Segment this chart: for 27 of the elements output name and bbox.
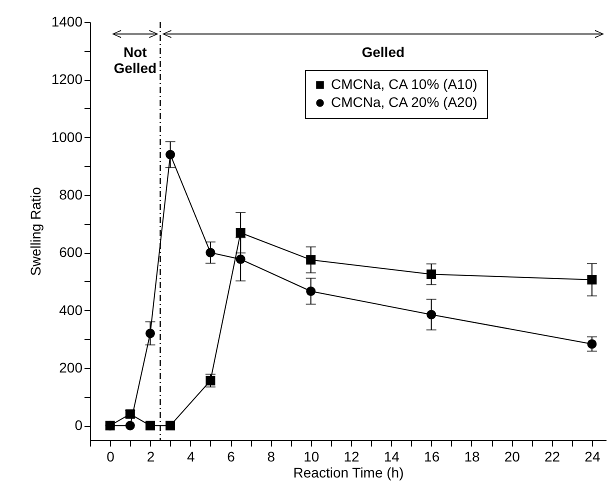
x-tick-label: 6: [227, 448, 236, 464]
x-tick-label: 4: [186, 448, 195, 464]
y-tick-label: 200: [59, 359, 83, 376]
y-tick-label: 800: [59, 186, 83, 202]
x-tick-label: 18: [464, 448, 480, 464]
y-tick-label: 1200: [51, 71, 83, 88]
y-tick-label: 400: [59, 302, 83, 318]
x-tick-label: 22: [544, 448, 560, 464]
x-tick-label: 2: [146, 448, 155, 464]
y-tick-label: 600: [59, 244, 83, 260]
x-tick-label: 0: [106, 448, 115, 464]
annotation: Not Gelled: [114, 44, 157, 76]
annotation: Gelled: [362, 44, 405, 60]
y-tick-label: 1400: [51, 14, 83, 30]
x-tick-label: 20: [504, 448, 520, 464]
x-tick-label: 24: [584, 448, 600, 464]
x-tick-label: 14: [384, 448, 400, 464]
x-tick-label: 12: [344, 448, 360, 464]
y-tick-label: 0: [74, 417, 83, 434]
y-tick-label: 1000: [51, 128, 83, 145]
legend-label: CMCNa, CA 20% (A20): [331, 94, 478, 110]
legend-label: CMCNa, CA 10% (A10): [331, 76, 478, 92]
x-axis-title: Reaction Time (h): [293, 464, 404, 480]
x-tick-label: 10: [304, 448, 320, 464]
x-tick-label: 8: [267, 448, 276, 464]
x-tick-label: 16: [424, 448, 440, 464]
y-axis-title: Swelling Ratio: [27, 186, 44, 276]
